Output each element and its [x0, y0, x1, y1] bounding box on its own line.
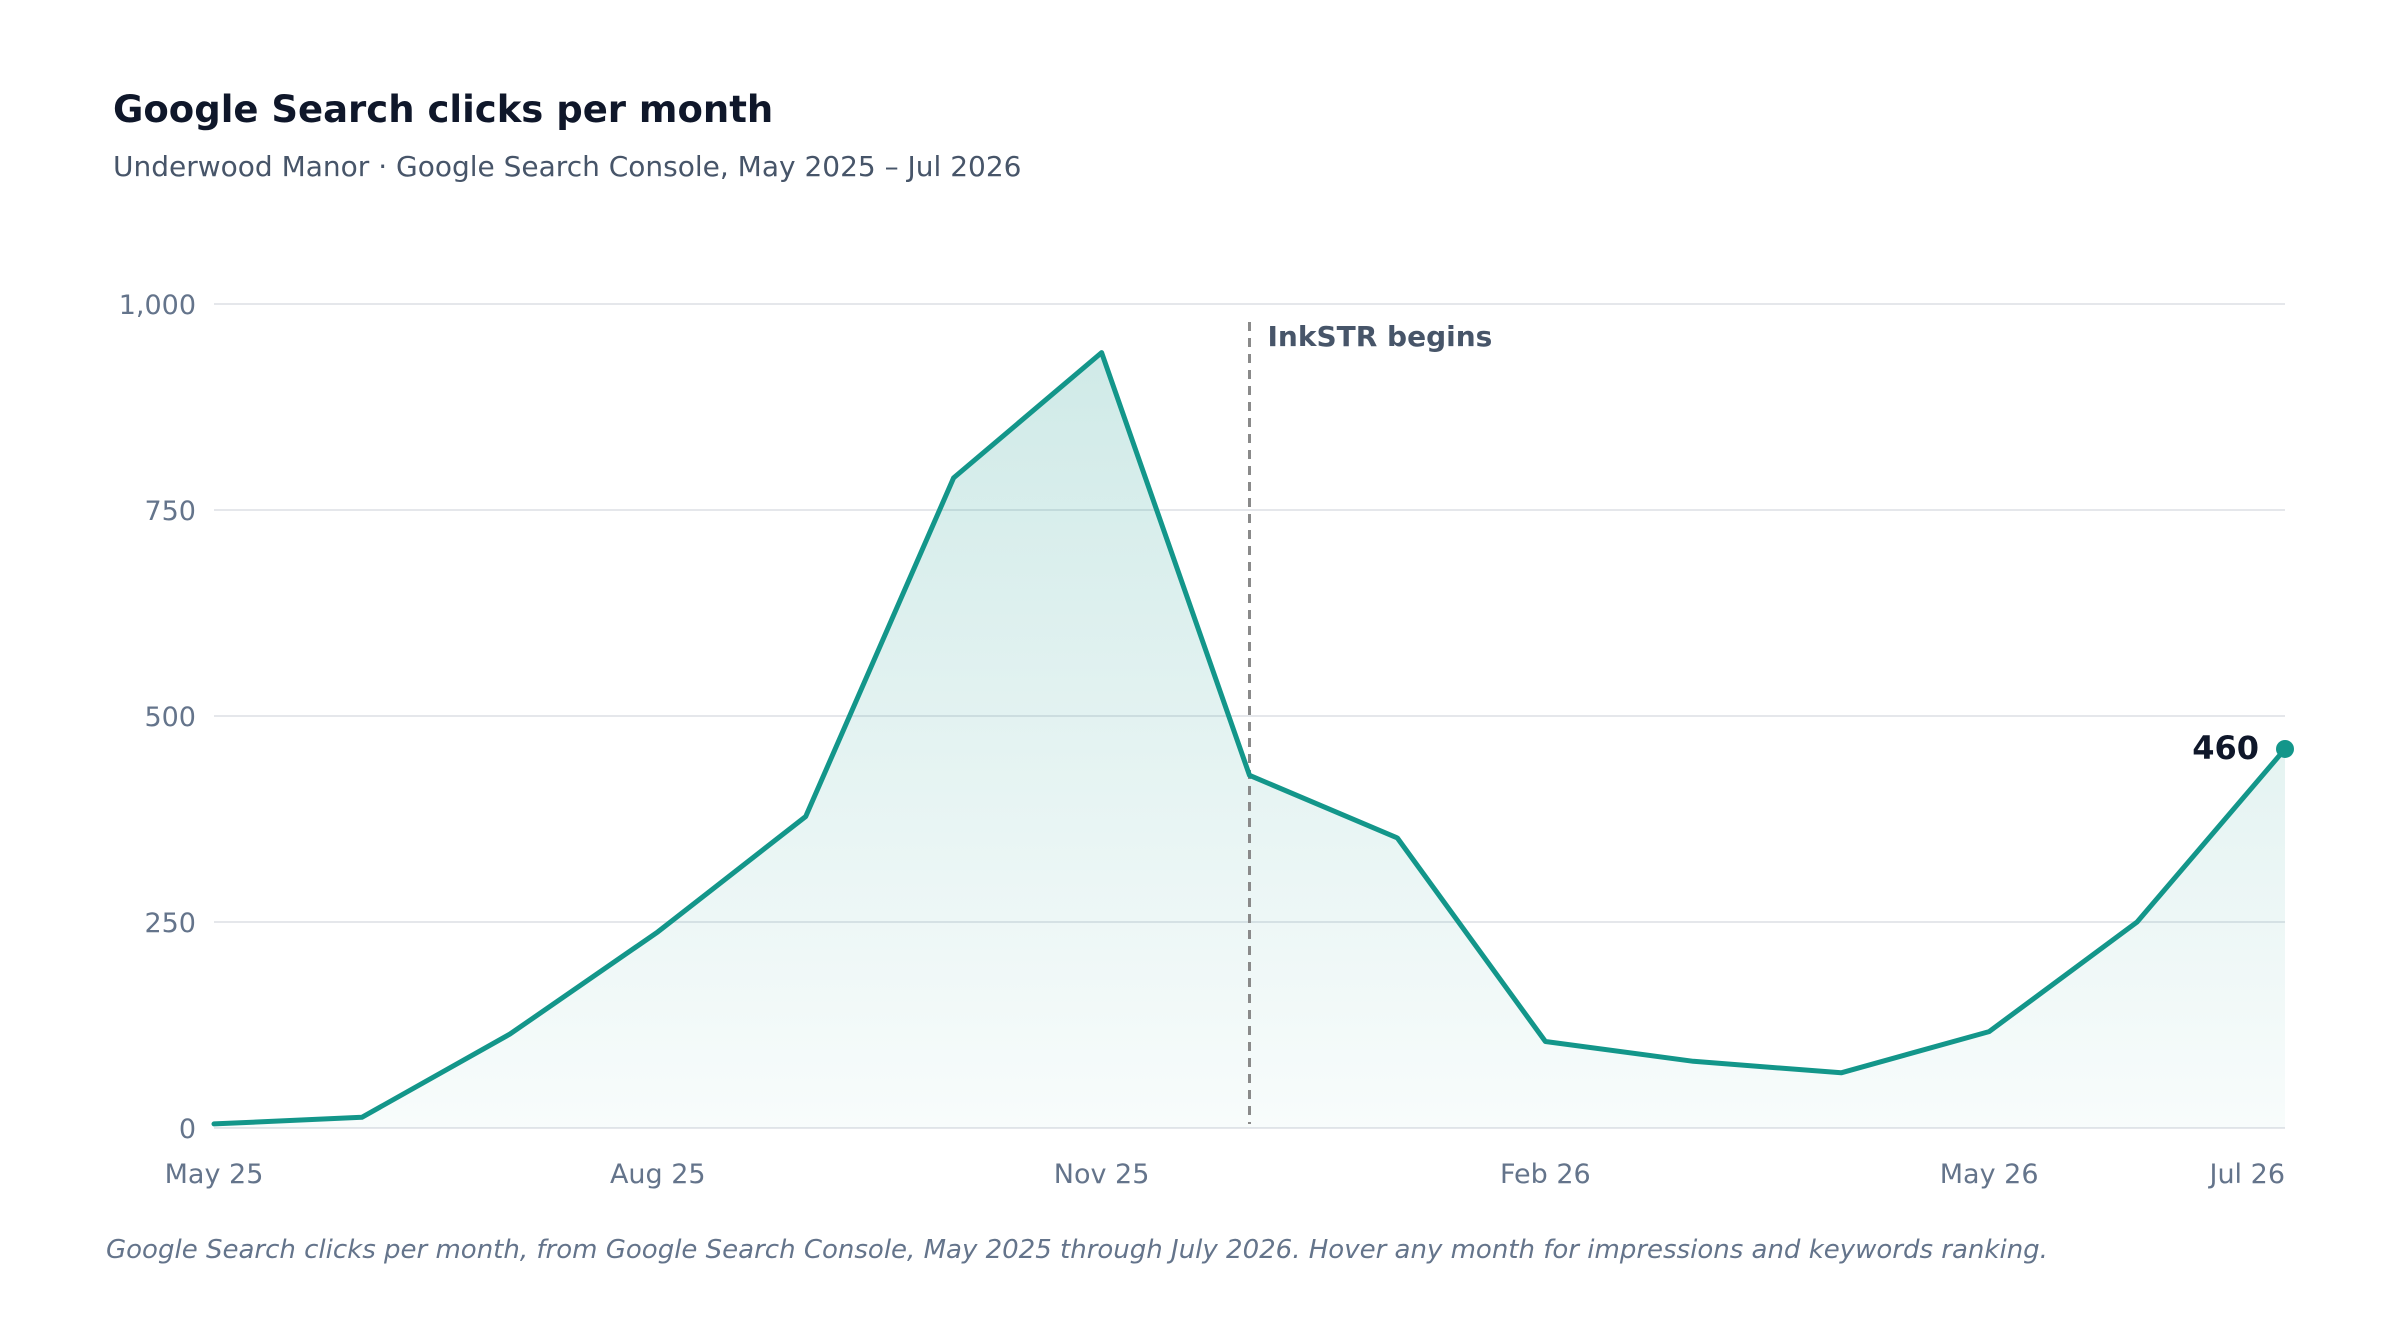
data-point-nov-25[interactable] [1088, 339, 1116, 367]
y-tick-label: 750 [144, 496, 196, 527]
data-point-apr-26[interactable] [1827, 1059, 1855, 1087]
data-point-jan-26[interactable] [1383, 824, 1411, 852]
x-tick-label: May 25 [165, 1159, 264, 1190]
x-axis: May 25 Aug 25 Nov 25 Feb 26 May 26 Jul 26 [165, 1159, 2285, 1190]
area-fill [214, 352, 2285, 1129]
data-point-jun-25[interactable] [348, 1103, 376, 1131]
x-tick-label: Feb 26 [1500, 1159, 1591, 1190]
y-tick-label: 500 [144, 702, 196, 733]
data-point-may-25[interactable] [200, 1110, 228, 1138]
chart-subtitle: Underwood Manor · Google Search Console,… [113, 150, 1022, 183]
data-point-aug-25[interactable] [644, 918, 672, 946]
data-point-jun-26[interactable] [2123, 908, 2151, 936]
data-point-dec-25[interactable] [1236, 761, 1264, 789]
data-point-mar-26[interactable] [1679, 1047, 1707, 1075]
data-point-feb-26[interactable] [1531, 1027, 1559, 1055]
y-tick-label: 1,000 [119, 290, 196, 321]
end-point-marker[interactable] [2276, 739, 2294, 758]
chart-caption: Google Search clicks per month, from Goo… [106, 1235, 2048, 1265]
x-tick-label: Aug 25 [610, 1159, 706, 1190]
series-line [211, 350, 2288, 1127]
y-tick-label: 250 [144, 908, 196, 939]
x-tick-label: Jul 26 [2207, 1159, 2285, 1190]
chart-title: Google Search clicks per month [113, 88, 774, 131]
data-point-sep-25[interactable] [792, 803, 820, 831]
x-tick-label: May 26 [1940, 1159, 2039, 1190]
y-axis: 0 250 500 750 1,000 [119, 290, 196, 1145]
x-tick-label: Nov 25 [1054, 1159, 1150, 1190]
data-point-may-26[interactable] [1975, 1018, 2003, 1046]
data-point-jul-25[interactable] [496, 1020, 524, 1048]
end-value-label: 460 [2192, 729, 2259, 767]
data-point-oct-25[interactable] [940, 464, 968, 492]
y-tick-label: 0 [179, 1114, 196, 1145]
annotation-label: InkSTR begins [1268, 320, 1493, 353]
